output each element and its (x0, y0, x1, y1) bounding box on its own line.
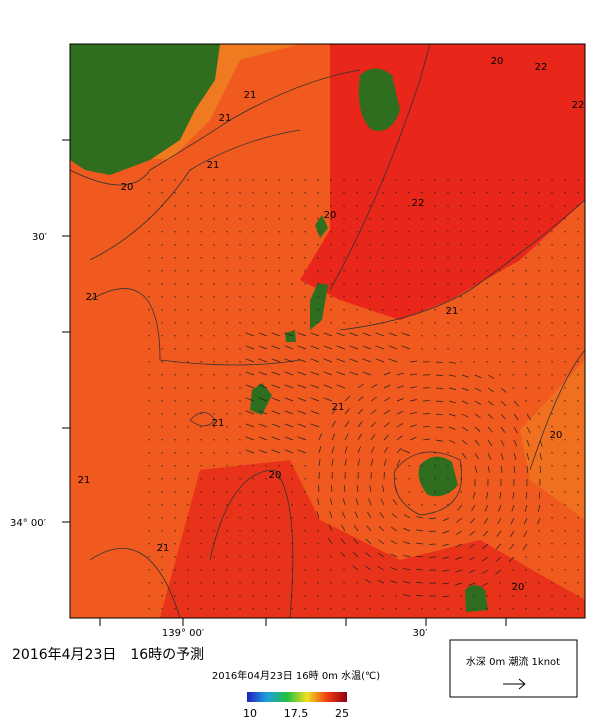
contour-label: 20 (324, 210, 337, 221)
lat-label: 30′ (32, 232, 48, 243)
contour-label: 20 (121, 182, 134, 193)
contour-label: 21 (244, 90, 257, 101)
contour-label: 21 (157, 543, 170, 554)
contour-label: 20 (512, 582, 525, 593)
contour-label: 20 (550, 430, 563, 441)
contour-label: 21 (219, 113, 232, 124)
subtitle: 2016年04月23日 16時 0m 水温(℃) (212, 669, 380, 682)
contour-label: 21 (332, 402, 345, 413)
contour-label: 21 (78, 475, 91, 486)
legend-box (450, 640, 577, 697)
contour-label: 21 (212, 418, 225, 429)
contour-label: 22 (412, 198, 425, 209)
contour-label: 21 (207, 160, 220, 171)
map-area: 20 21 21 20 22 22 20 22 21 21 21 21 21 20 21 20 21 20 (70, 44, 585, 618)
contour-label: 22 (572, 100, 585, 111)
colorbar-label: 10 (243, 707, 257, 720)
lon-label: 139° 00′ (162, 628, 205, 639)
title: 2016年4月23日 16時の予測 (12, 647, 204, 663)
lon-label: 30′ (413, 628, 429, 639)
legend-text: 水深 0m 潮流 1knot (466, 655, 560, 668)
colorbar (247, 692, 347, 702)
colorbar-label: 25 (335, 707, 349, 720)
colorbar-label: 17.5 (284, 707, 309, 720)
contour-label: 20 (491, 56, 504, 67)
lat-label: 34° 00′ (10, 518, 47, 529)
contour-label: 20 (269, 470, 282, 481)
contour-label: 22 (535, 62, 548, 73)
contour-label: 21 (446, 306, 459, 317)
island (419, 457, 458, 497)
contour-label: 21 (86, 292, 99, 303)
